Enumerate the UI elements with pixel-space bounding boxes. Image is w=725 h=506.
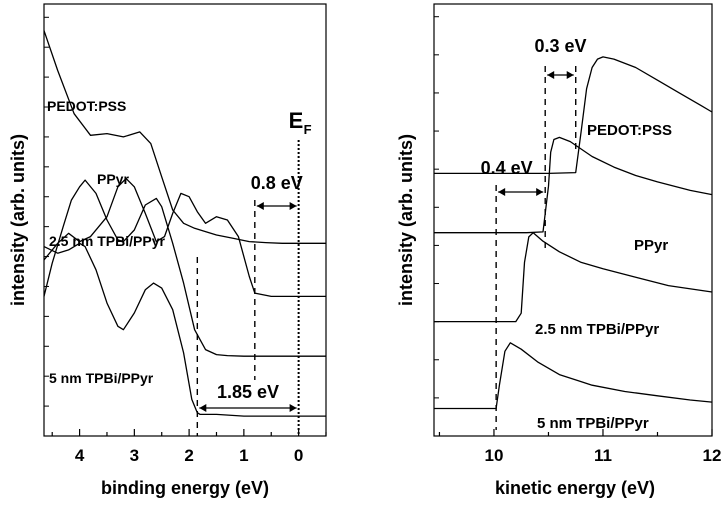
left-x-tick-label: 4 — [75, 446, 85, 465]
gap-1-85-ev-arrowhead-left — [199, 404, 207, 412]
right-series-line-2-5-nm-tpbi-ppyr — [434, 232, 713, 323]
left-y-axis-title: intensity (arb. units) — [8, 134, 28, 306]
left-series-line-ppyr — [43, 177, 326, 298]
left-series-label-5nm: 5 nm TPBi/PPyr — [49, 370, 154, 386]
gap-1-85-ev-label: 1.85 eV — [217, 382, 279, 402]
right-panel: 10 11 12 0.3 eV 0.4 eV PEDOT:PSS PPyr 2.5 n… — [396, 3, 722, 498]
shift-0-3-ev-label: 0.3 eV — [534, 36, 586, 56]
shift-0-4-ev-arrowhead-right — [536, 188, 544, 196]
gap-0-8-ev-arrowhead-left — [256, 202, 264, 210]
right-series-line-ppyr — [434, 136, 713, 234]
left-curves — [43, 30, 326, 417]
right-series-label-ppyr: PPyr — [634, 237, 668, 254]
right-x-tick-label: 12 — [703, 446, 722, 465]
gap-0-8-ev-label: 0.8 eV — [251, 173, 303, 193]
left-x-tick-label: 3 — [130, 446, 139, 465]
right-series-label-5nm: 5 nm TPBi/PPyr — [537, 415, 649, 432]
right-curves — [434, 56, 713, 410]
left-plot-frame — [43, 3, 327, 437]
right-annotations: 0.3 eV 0.4 eV — [481, 36, 586, 430]
right-x-axis-title: kinetic energy (eV) — [495, 478, 655, 498]
right-series-label-pedot-pss: PEDOT:PSS — [587, 122, 672, 139]
right-series-label-2-5nm: 2.5 nm TPBi/PPyr — [535, 321, 659, 338]
left-panel: 4 3 2 1 0 E F 0.8 eV 1.85 eV PEDOT:PSS PPyr 2.5… — [8, 3, 327, 498]
shift-0-3-ev-arrowhead-right — [566, 71, 574, 79]
right-y-axis-title: intensity (arb. units) — [396, 134, 416, 306]
fermi-level-label: E — [289, 108, 304, 133]
gap-0-8-ev-arrowhead-right — [289, 202, 297, 210]
shift-0-4-ev-label: 0.4 eV — [481, 158, 533, 178]
left-ticks: 4 3 2 1 0 — [44, 16, 327, 465]
right-x-tick-label: 11 — [594, 446, 612, 465]
left-series-line-2-5-nm-tpbi-ppyr — [43, 179, 326, 357]
right-series-line-pedot-pss — [434, 56, 713, 175]
left-x-axis-title: binding energy (eV) — [101, 478, 269, 498]
right-ticks: 10 11 12 — [434, 16, 722, 465]
left-series-label-pedot-pss: PEDOT:PSS — [47, 98, 126, 114]
right-x-tick-label: 10 — [484, 446, 503, 465]
left-series-label-2-5nm: 2.5 nm TPBi/PPyr — [49, 233, 165, 249]
left-x-tick-label: 0 — [294, 446, 303, 465]
right-plot-frame — [433, 3, 713, 437]
gap-1-85-ev-arrowhead-right — [289, 404, 297, 412]
left-series-label-ppyr: PPyr — [97, 171, 129, 187]
left-series-line-5-nm-tpbi-ppyr — [43, 242, 326, 417]
left-x-tick-label: 2 — [184, 446, 193, 465]
fermi-level-subscript: F — [304, 122, 312, 137]
shift-0-3-ev-arrowhead-left — [547, 71, 555, 79]
left-x-tick-label: 1 — [239, 446, 248, 465]
left-series-line-pedot-pss — [43, 30, 326, 244]
shift-0-4-ev-arrowhead-left — [498, 188, 506, 196]
right-series-line-5-nm-tpbi-ppyr — [434, 342, 713, 410]
left-annotations: E F 0.8 eV 1.85 eV — [196, 108, 312, 436]
